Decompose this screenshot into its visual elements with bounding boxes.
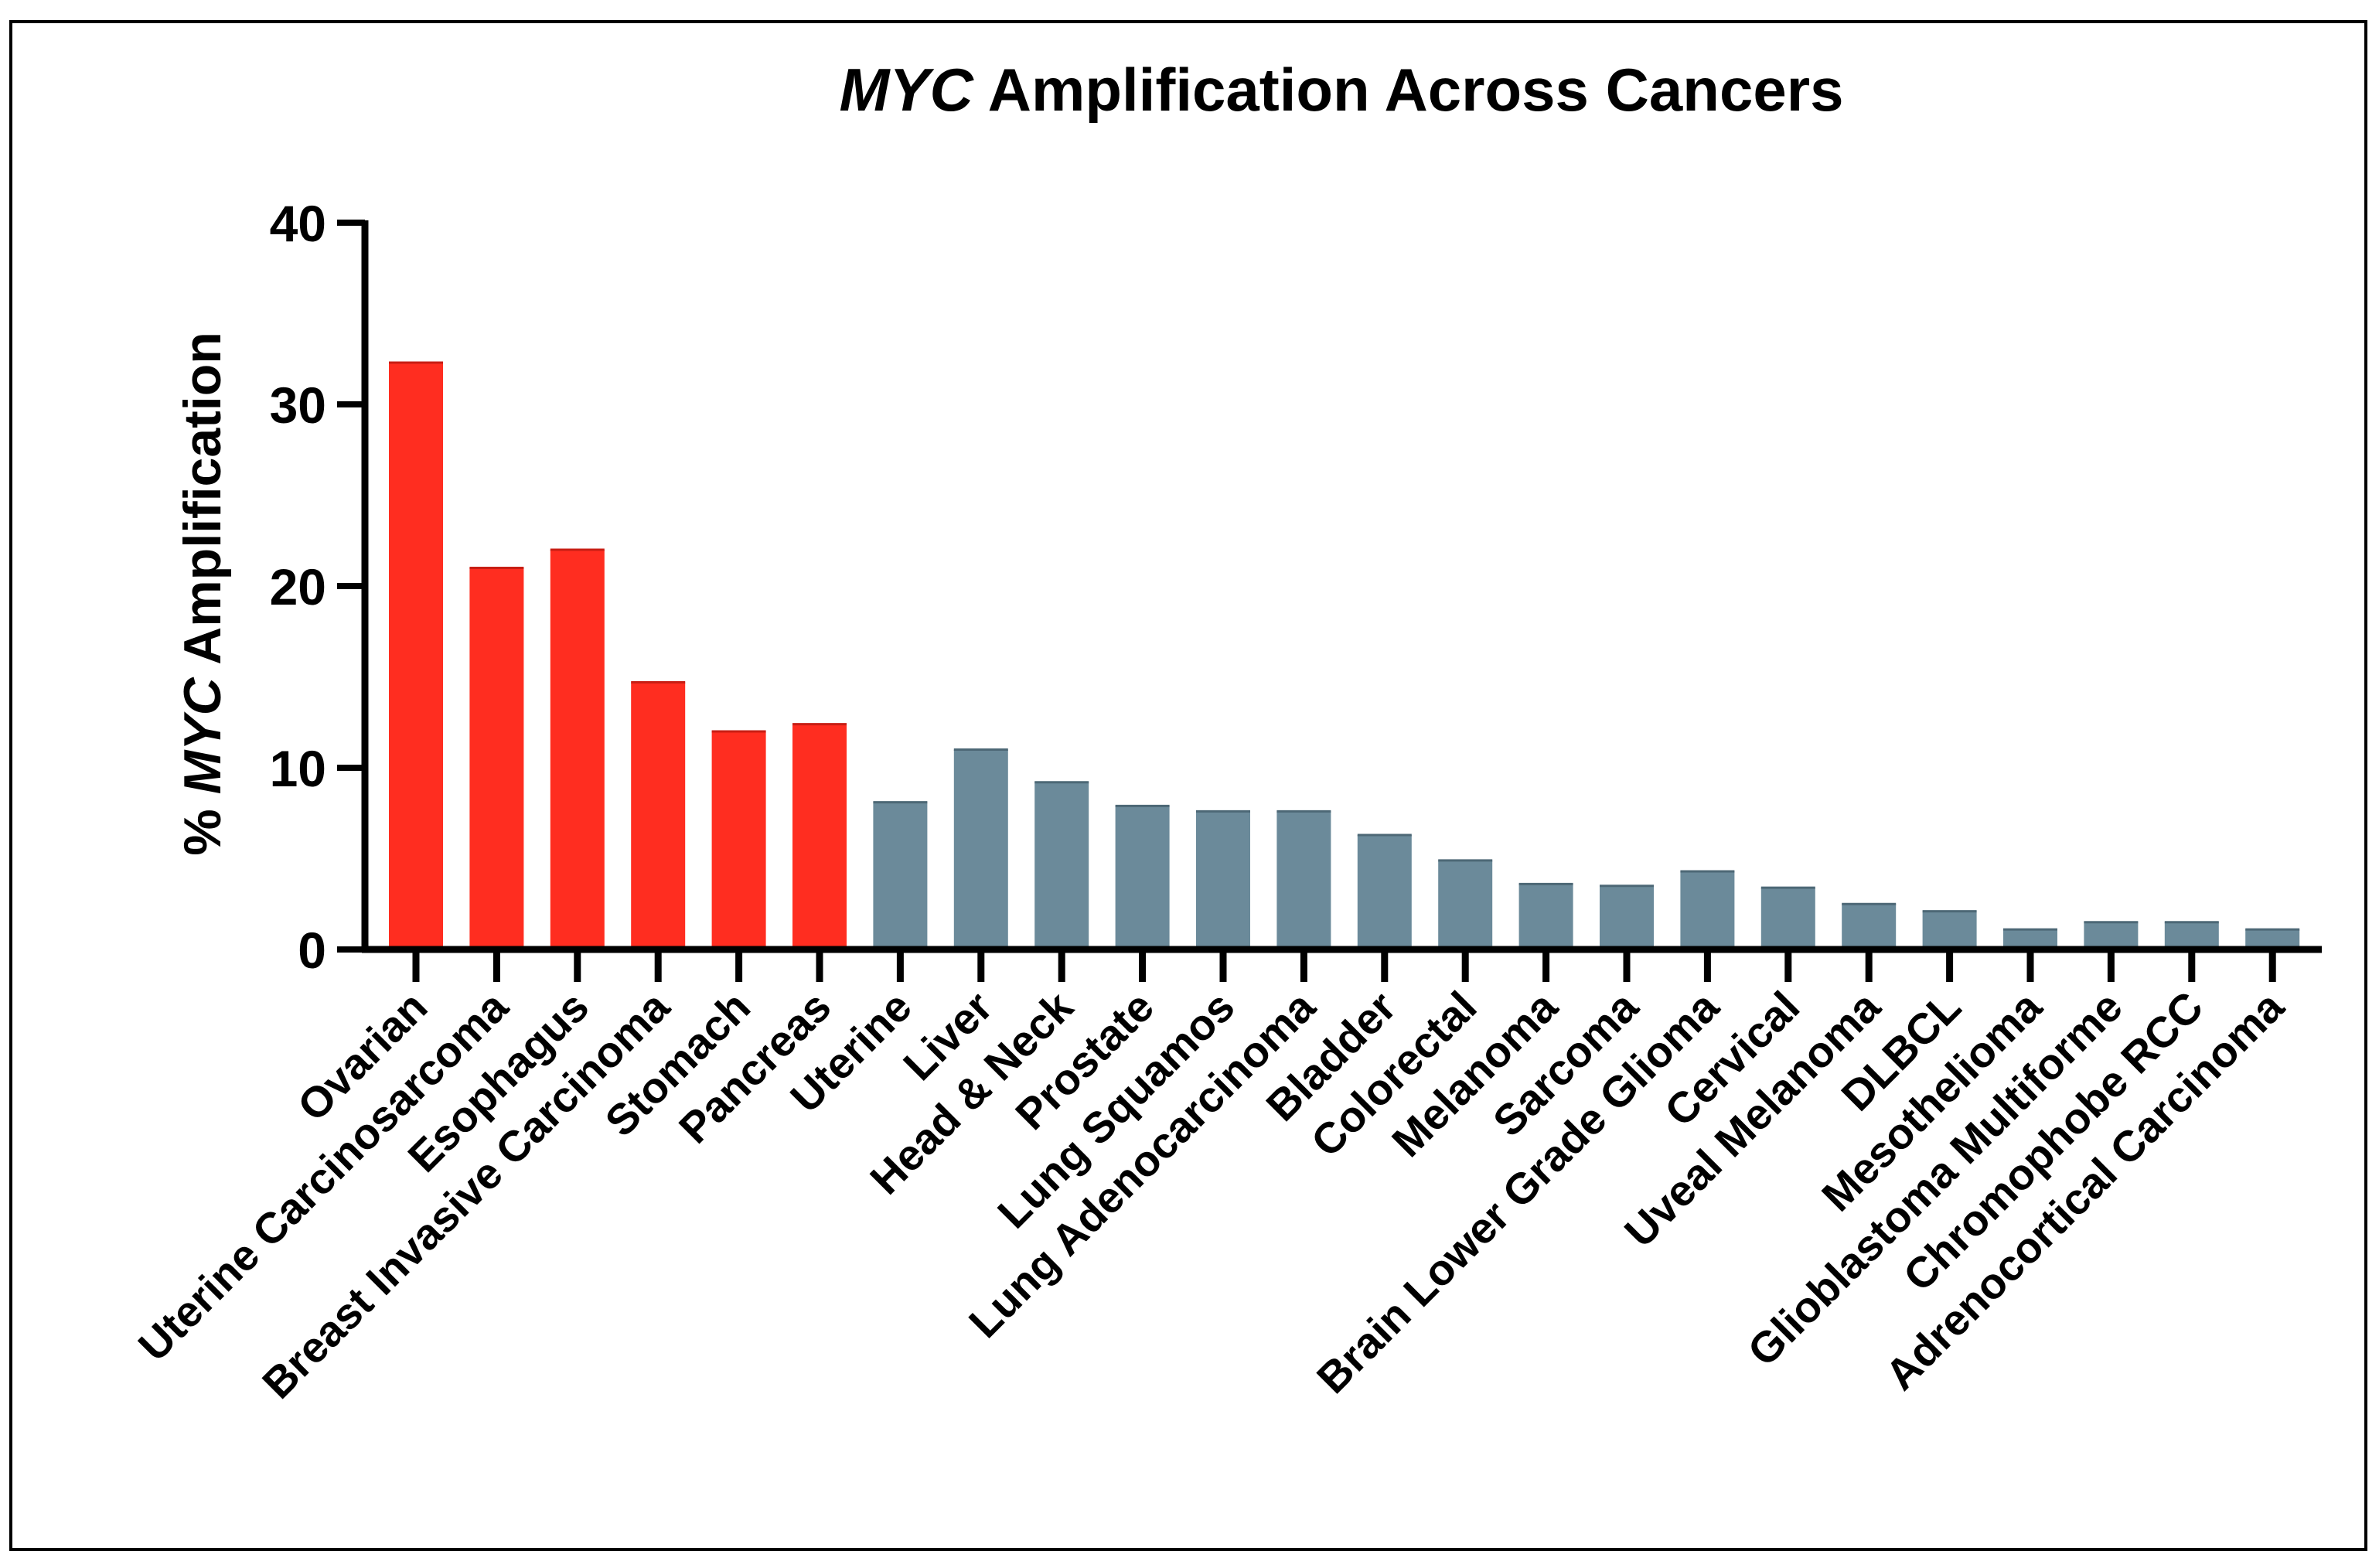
bar-uterine-carcinosarcoma	[469, 568, 524, 949]
bar-prostate	[1115, 806, 1170, 949]
chart-title: MYC Amplification Across Cancers	[840, 56, 1844, 124]
bar-head-neck	[1034, 782, 1089, 949]
y-tick-label: 10	[270, 740, 326, 797]
bar-brain-lower-grade-glioma	[1680, 871, 1735, 949]
y-tick-label: 0	[298, 922, 326, 979]
bar-breast-invasive-carcinoma	[631, 682, 686, 949]
bar-chromophobe-rcc	[2164, 922, 2219, 949]
y-axis-label-italic: MYC	[173, 677, 232, 794]
bar-ovarian	[389, 362, 443, 949]
bar-colorectal	[1438, 860, 1493, 949]
y-tick-label: 20	[270, 558, 326, 615]
y-axis-label-prefix: %	[173, 794, 232, 855]
y-axis-label-suffix: Amplification	[173, 332, 232, 677]
bar-lung-squamos	[1196, 811, 1250, 949]
bar-esophagus	[550, 550, 605, 949]
bar-dlbcl	[1922, 911, 1977, 949]
chart-title-rest: Amplification Across Cancers	[973, 56, 1844, 124]
bar-uterine	[873, 802, 928, 949]
bar-melanoma	[1518, 884, 1573, 949]
bar-liver	[953, 749, 1008, 949]
y-axis: 0 10 20 30 40	[270, 195, 369, 979]
bar-sarcoma	[1600, 885, 1654, 949]
bar-uveal-melanoma	[1842, 904, 1897, 949]
bar-cervical	[1760, 888, 1815, 949]
chart-title-italic: MYC	[840, 56, 975, 124]
bar-stomach	[711, 731, 766, 949]
y-tick-label: 40	[270, 195, 326, 252]
y-tick-label: 30	[270, 377, 326, 434]
bar-bladder	[1357, 834, 1412, 949]
bar-glioblastoma-multiforme	[2084, 922, 2139, 949]
chart-border	[9, 20, 2367, 1551]
bars-group	[389, 361, 2300, 949]
bar-pancreas	[792, 724, 847, 949]
y-axis-label: % MYC Amplification	[173, 332, 232, 856]
bar-lung-adenocarcinoma	[1276, 811, 1331, 949]
